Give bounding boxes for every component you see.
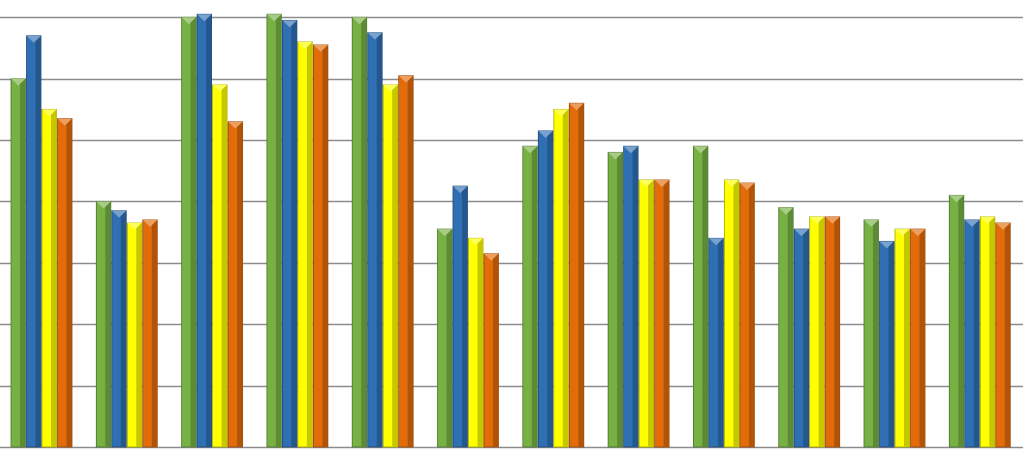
bar-series4-group2	[142, 219, 158, 448]
bar-series2-group5	[367, 32, 383, 448]
bar-series3-group8	[638, 179, 654, 448]
bar-series1-group9	[693, 145, 709, 448]
bar-series4-group4	[312, 44, 329, 448]
bar-series1-group7	[522, 145, 538, 448]
bars	[10, 13, 1011, 448]
bar-series4-group7	[568, 102, 585, 448]
bar-series3-group4	[297, 41, 313, 448]
bar-series3-group3	[212, 84, 228, 448]
bar-series3-group2	[126, 222, 143, 448]
gridlines	[0, 16, 1023, 449]
bar-series2-group6	[452, 185, 468, 448]
bar-series1-group10	[778, 207, 794, 448]
bar-series4-group12	[995, 222, 1011, 448]
bar-series2-group11	[879, 240, 895, 448]
bar-series3-group11	[894, 228, 910, 448]
bar-series3-group6	[468, 237, 484, 448]
bar-series4-group5	[398, 75, 414, 448]
bar-series3-group1	[41, 108, 57, 448]
bar-series1-group5	[351, 16, 368, 448]
bar-series2-group4	[281, 19, 298, 448]
bar-series1-group2	[95, 201, 112, 448]
bar-series3-group10	[809, 216, 825, 448]
bar-series1-group6	[437, 228, 453, 448]
bar-series4-group8	[654, 179, 670, 448]
bar-series4-group10	[824, 216, 841, 448]
bar-series2-group7	[537, 130, 554, 448]
bar-series1-group8	[607, 151, 623, 448]
bar-series3-group7	[553, 108, 569, 448]
bar-series1-group4	[266, 13, 282, 448]
bar-series4-group11	[910, 228, 926, 448]
bar-series1-group1	[10, 78, 26, 448]
bar-series2-group8	[623, 145, 639, 448]
bar-series4-group3	[227, 121, 244, 448]
bar-series2-group2	[111, 210, 127, 448]
bar-series2-group12	[964, 219, 980, 448]
bar-series4-group1	[57, 118, 73, 448]
bar-series3-group9	[724, 179, 740, 448]
bar-series1-group3	[181, 16, 197, 448]
bar-series1-group11	[863, 219, 879, 448]
bar-series2-group1	[26, 35, 42, 448]
bar-series2-group9	[708, 237, 724, 448]
bar-series1-group12	[948, 194, 965, 448]
bar-series3-group5	[382, 84, 399, 448]
bar-series4-group6	[483, 253, 499, 448]
bar-series2-group10	[793, 228, 810, 448]
bar-series4-group9	[739, 182, 755, 448]
bar-series2-group3	[196, 13, 213, 448]
bar-series3-group12	[979, 216, 996, 448]
